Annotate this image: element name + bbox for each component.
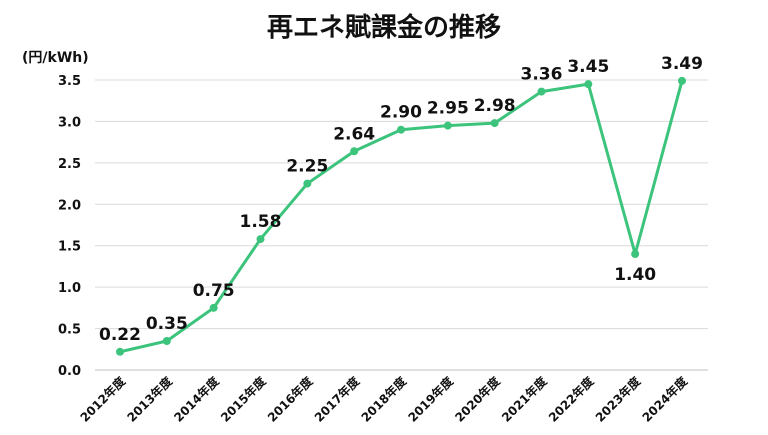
data-point (350, 147, 359, 156)
x-tick-label: 2018年度 (358, 373, 410, 425)
data-label: 0.22 (99, 325, 141, 345)
data-point (443, 121, 452, 130)
x-axis-ticks: 2012年度2013年度2014年度2015年度2016年度2017年度2018… (77, 373, 691, 425)
data-label: 0.75 (193, 281, 235, 301)
data-point (537, 87, 546, 96)
y-tick-label: 0.0 (58, 364, 81, 379)
x-tick-label: 2023年度 (592, 373, 644, 425)
data-label: 2.25 (286, 157, 328, 177)
data-point (397, 125, 405, 134)
data-label: 0.35 (146, 314, 188, 334)
chart-title: 再エネ賦課金の推移 (267, 12, 501, 43)
y-tick-label: 3.0 (58, 115, 81, 130)
data-label: 1.58 (240, 212, 282, 232)
x-tick-label: 2012年度 (77, 373, 129, 425)
data-point (631, 250, 640, 258)
data-point (584, 80, 593, 89)
data-label: 3.49 (661, 54, 703, 74)
data-point (256, 235, 265, 244)
x-tick-label: 2013年度 (124, 373, 176, 425)
y-tick-label: 1.0 (58, 281, 81, 296)
data-point (162, 337, 171, 345)
data-label: 3.45 (567, 57, 609, 77)
data-label: 2.95 (427, 99, 469, 119)
x-tick-label: 2024年度 (639, 373, 691, 425)
y-tick-label: 2.5 (58, 157, 81, 172)
grid-lines (95, 79, 708, 371)
x-tick-label: 2020年度 (452, 373, 504, 425)
data-label: 1.40 (614, 265, 656, 285)
x-tick-label: 2021年度 (498, 373, 550, 425)
data-points (116, 76, 686, 356)
data-point (678, 76, 686, 85)
data-point (209, 303, 218, 312)
data-point (303, 179, 312, 188)
x-tick-label: 2022年度 (545, 373, 597, 425)
data-label: 3.36 (521, 65, 563, 85)
data-label: 2.90 (380, 103, 422, 123)
y-tick-label: 2.0 (58, 198, 81, 213)
x-tick-label: 2017年度 (311, 373, 363, 425)
data-point (490, 119, 499, 128)
data-label: 2.98 (474, 96, 516, 116)
x-tick-label: 2014年度 (171, 373, 223, 425)
x-tick-label: 2019年度 (405, 373, 457, 425)
y-axis-ticks: 0.0 0.5 1.0 1.5 2.0 2.5 3.0 3.5 (58, 74, 81, 379)
y-tick-label: 1.5 (58, 240, 81, 255)
y-tick-label: 3.5 (58, 74, 81, 89)
x-tick-label: 2016年度 (264, 373, 316, 425)
data-labels: 0.220.350.75 1.58 2.252.642.90 2.95 2.983.36… (99, 54, 703, 345)
y-tick-label: 0.5 (58, 323, 81, 338)
y-axis-unit-label: (円/kWh) (22, 50, 89, 66)
data-point (116, 347, 124, 356)
data-label: 2.64 (333, 124, 375, 144)
x-tick-label: 2015年度 (217, 373, 269, 425)
